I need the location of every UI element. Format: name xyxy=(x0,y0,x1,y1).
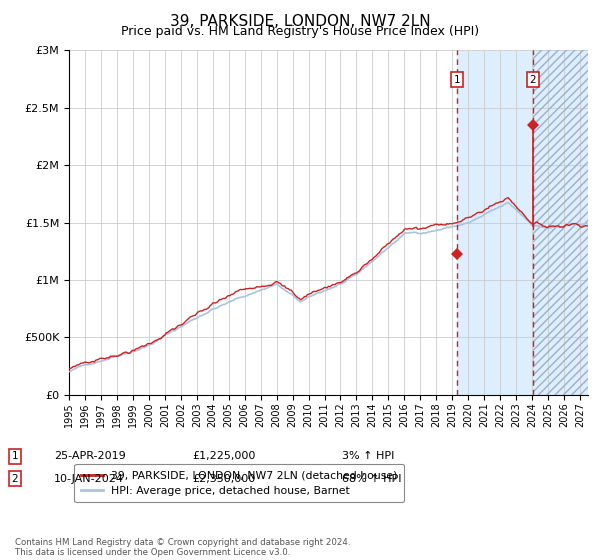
Text: Contains HM Land Registry data © Crown copyright and database right 2024.
This d: Contains HM Land Registry data © Crown c… xyxy=(15,538,350,557)
Text: 1: 1 xyxy=(454,74,461,85)
Text: £1,225,000: £1,225,000 xyxy=(192,451,256,461)
Text: 39, PARKSIDE, LONDON, NW7 2LN: 39, PARKSIDE, LONDON, NW7 2LN xyxy=(170,14,430,29)
Bar xyxy=(457,50,533,395)
Text: £2,350,000: £2,350,000 xyxy=(192,474,255,484)
Bar xyxy=(533,50,588,395)
Text: Price paid vs. HM Land Registry's House Price Index (HPI): Price paid vs. HM Land Registry's House … xyxy=(121,25,479,38)
Text: 1: 1 xyxy=(11,451,19,461)
Text: 68% ↑ HPI: 68% ↑ HPI xyxy=(342,474,401,484)
Text: 25-APR-2019: 25-APR-2019 xyxy=(54,451,126,461)
Bar xyxy=(533,50,588,395)
Legend: 39, PARKSIDE, LONDON, NW7 2LN (detached house), HPI: Average price, detached hou: 39, PARKSIDE, LONDON, NW7 2LN (detached … xyxy=(74,464,404,502)
Text: 2: 2 xyxy=(11,474,19,484)
Text: 10-JAN-2024: 10-JAN-2024 xyxy=(54,474,124,484)
Text: 3% ↑ HPI: 3% ↑ HPI xyxy=(342,451,394,461)
Text: 2: 2 xyxy=(529,74,536,85)
